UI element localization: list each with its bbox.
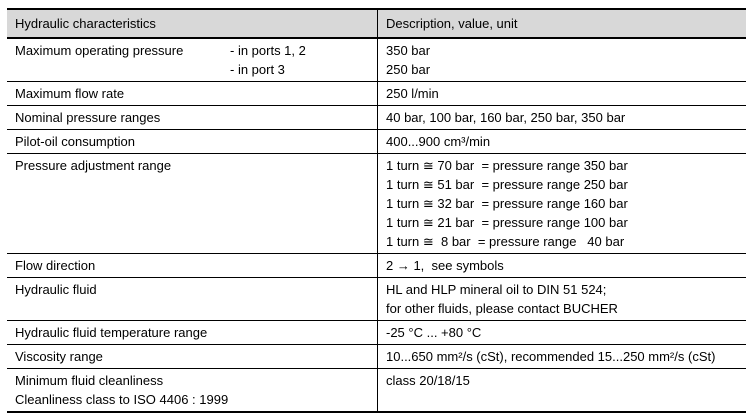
table-row-hydraulic-fluid-temperature-range: Hydraulic fluid temperature range -25 °C… <box>7 321 746 345</box>
row-value: HL and HLP mineral oil to DIN 51 524; <box>386 282 607 297</box>
row-label-cell: Hydraulic fluid <box>7 278 378 320</box>
row-label-cell: Pilot-oil consumption <box>7 130 378 153</box>
row-value: 350 bar <box>386 43 431 58</box>
row-label-cell: Viscosity range <box>7 345 378 368</box>
row-sublabel: - in ports 1, 2 <box>230 43 306 58</box>
row-value-cell: 400...900 cm³/min <box>378 130 746 153</box>
row-label: Maximum flow rate <box>15 86 125 101</box>
table-row-minimum-fluid-cleanliness: Minimum fluid cleanliness Cleanliness cl… <box>7 369 746 411</box>
row-label: Pilot-oil consumption <box>15 134 135 149</box>
table-row-maximum-flow-rate: Maximum flow rate 250 l/min <box>7 82 746 106</box>
row-sublabel: - in port 3 <box>230 62 285 77</box>
row-value: 1 turn ≅ 70 bar = pressure range 350 bar <box>386 158 628 173</box>
row-sublabels: - in ports 1, 2 - in port 3 <box>230 41 306 79</box>
table-row-maximum-operating-pressure: Maximum operating pressure - in ports 1,… <box>7 39 746 82</box>
row-value-cell: 1 turn ≅ 70 bar = pressure range 350 bar… <box>378 154 746 253</box>
row-value: 1 turn ≅ 51 bar = pressure range 250 bar <box>386 177 628 192</box>
row-label-cell: Maximum operating pressure - in ports 1,… <box>7 39 378 81</box>
table-row-flow-direction: Flow direction 2 → 1, see symbols <box>7 254 746 278</box>
row-value: 250 l/min <box>386 86 439 101</box>
row-value-cell: -25 °C ... +80 °C <box>378 321 746 344</box>
table-header-row: Hydraulic characteristics Description, v… <box>7 10 746 39</box>
row-label: Flow direction <box>15 258 96 273</box>
row-value: 40 bar, 100 bar, 160 bar, 250 bar, 350 b… <box>386 110 626 125</box>
row-label: Hydraulic fluid temperature range <box>15 325 208 340</box>
row-label: Viscosity range <box>15 349 103 364</box>
row-value: 400...900 cm³/min <box>386 134 491 149</box>
row-value-cell: 2 → 1, see symbols <box>378 254 746 277</box>
row-value: 250 bar <box>386 62 431 77</box>
row-label: Hydraulic fluid <box>15 282 97 297</box>
table-row-pilot-oil-consumption: Pilot-oil consumption 400...900 cm³/min <box>7 130 746 154</box>
row-value-cell: 350 bar 250 bar <box>378 39 746 81</box>
row-label: Cleanliness class to ISO 4406 : 1999 <box>15 392 229 407</box>
table-row-viscosity-range: Viscosity range 10...650 mm²/s (cSt), re… <box>7 345 746 369</box>
hydraulic-characteristics-table: Hydraulic characteristics Description, v… <box>7 8 746 413</box>
row-label: Minimum fluid cleanliness <box>15 373 164 388</box>
row-value-cell: class 20/18/15 <box>378 369 746 411</box>
row-value: class 20/18/15 <box>386 373 470 388</box>
table-row-nominal-pressure-ranges: Nominal pressure ranges 40 bar, 100 bar,… <box>7 106 746 130</box>
row-label-cell: Pressure adjustment range <box>7 154 378 253</box>
row-label-cell: Nominal pressure ranges <box>7 106 378 129</box>
row-value: for other fluids, please contact BUCHER <box>386 301 618 316</box>
row-label: Maximum operating pressure <box>15 43 184 58</box>
row-label-cell: Minimum fluid cleanliness Cleanliness cl… <box>7 369 378 411</box>
header-label-characteristics: Hydraulic characteristics <box>15 16 156 31</box>
row-label-cell: Hydraulic fluid temperature range <box>7 321 378 344</box>
row-value-cell: 10...650 mm²/s (cSt), recommended 15...2… <box>378 345 746 368</box>
row-label-cell: Flow direction <box>7 254 378 277</box>
row-value: 2 → 1, see symbols <box>386 258 504 273</box>
row-value: -25 °C ... +80 °C <box>386 325 482 340</box>
row-value: 1 turn ≅ 32 bar = pressure range 160 bar <box>386 196 628 211</box>
row-label-cell: Maximum flow rate <box>7 82 378 105</box>
row-value: 1 turn ≅ 8 bar = pressure range 40 bar <box>386 234 625 249</box>
row-value-cell: 40 bar, 100 bar, 160 bar, 250 bar, 350 b… <box>378 106 746 129</box>
row-value-cell: HL and HLP mineral oil to DIN 51 524; fo… <box>378 278 746 320</box>
row-value-cell: 250 l/min <box>378 82 746 105</box>
row-value: 10...650 mm²/s (cSt), recommended 15...2… <box>386 349 716 364</box>
header-cell-description: Description, value, unit <box>378 10 746 37</box>
row-label: Nominal pressure ranges <box>15 110 161 125</box>
header-label-description: Description, value, unit <box>386 16 518 31</box>
row-label: Pressure adjustment range <box>15 158 172 173</box>
row-value: 1 turn ≅ 21 bar = pressure range 100 bar <box>386 215 628 230</box>
table-row-hydraulic-fluid: Hydraulic fluid HL and HLP mineral oil t… <box>7 278 746 321</box>
table-row-pressure-adjustment-range: Pressure adjustment range 1 turn ≅ 70 ba… <box>7 154 746 254</box>
header-cell-characteristics: Hydraulic characteristics <box>7 10 378 37</box>
